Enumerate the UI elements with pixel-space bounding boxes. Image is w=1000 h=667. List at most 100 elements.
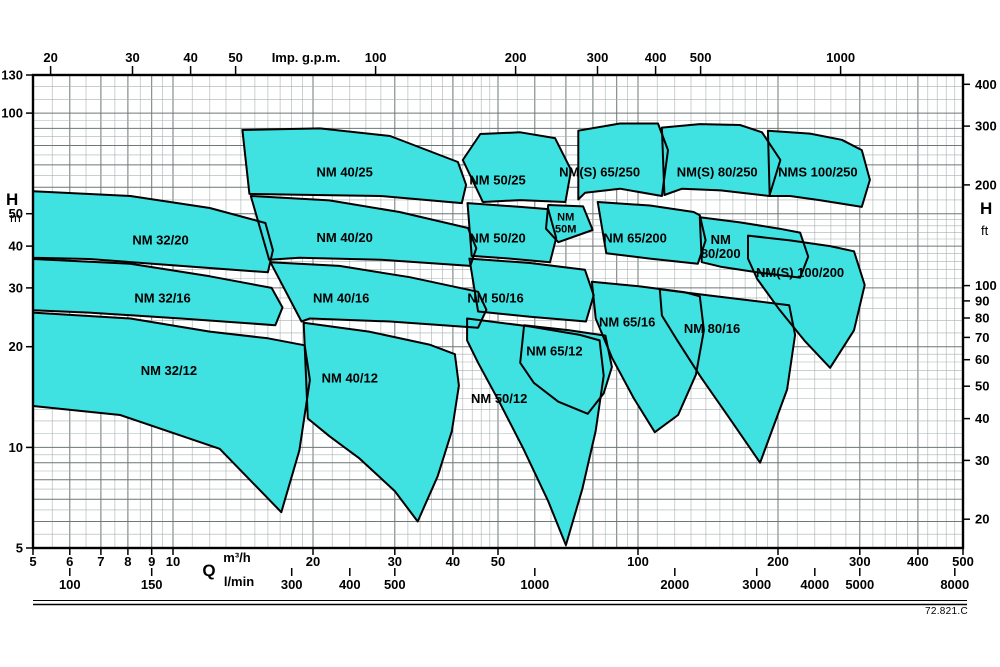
gpm-tick-label: 300 (587, 50, 609, 65)
region-nm-40-25 (242, 128, 467, 204)
lmin-tick-label: 1000 (520, 577, 549, 592)
m3h-tick-label: 8 (124, 554, 131, 569)
region-label-nm-65-12: NM 65/12 (526, 344, 582, 359)
region-outline-nm-40-25 (241, 127, 468, 205)
region-label-nm-40-16: NM 40/16 (313, 290, 369, 305)
h-ft-tick-label: 200 (975, 177, 997, 192)
lmin-tick-label: 8000 (940, 577, 969, 592)
region-nm-s-100-200 (748, 235, 865, 368)
regions-outline (32, 122, 871, 547)
region-nm-50-16 (469, 258, 594, 322)
lmin-tick-label: 2000 (660, 577, 689, 592)
region-nm-50-25 (462, 132, 572, 202)
gpm-tick-label: 1000 (826, 50, 855, 65)
h-m-tick-label: 20 (9, 339, 23, 354)
h-m-tick-label: 40 (9, 239, 23, 254)
region-outline-nm-s-80-250 (660, 123, 782, 197)
region-outline-nm-50-20 (466, 202, 558, 264)
region-outline-nm-40-12 (302, 321, 460, 523)
region-outline-nm-s-100-200 (747, 234, 866, 369)
region-nm-40-16 (270, 262, 487, 328)
h-m-tick-label: 30 (9, 280, 23, 295)
gpm-tick-label: 100 (365, 50, 387, 65)
left-axis: 130 100 50 40 30 20 10 5 Hm (1, 68, 33, 556)
head-unit-m: m (10, 210, 21, 225)
head-unit-ft: ft (981, 223, 989, 238)
region-label-nm-50-16: NM 50/16 (467, 290, 523, 305)
m3h-tick-label: 40 (446, 554, 460, 569)
region-nm-50m (546, 205, 593, 243)
region-outline-nm-65-12 (519, 324, 613, 415)
gpm-tick-label: 30 (125, 50, 139, 65)
region-label-nm-32-16: NM 32/16 (134, 290, 190, 305)
m3h-tick-label: 200 (767, 554, 789, 569)
imp-gpm-axis-title: Imp. g.p.m. (272, 50, 341, 65)
region-label-nm-40-12: NM 40/12 (322, 371, 378, 386)
region-nm-32-12 (33, 312, 310, 513)
m3h-tick-label: 30 (388, 554, 402, 569)
lmin-tick-label: 100 (59, 577, 81, 592)
h-m-tick-label: 100 (1, 106, 23, 121)
region-label-nm-s-65-250: NM(S) 65/250 (559, 165, 640, 180)
m3h-tick-label: 9 (148, 554, 155, 569)
lmin-tick-label: 5000 (845, 577, 874, 592)
region-nm-s-65-250 (578, 123, 668, 200)
region-label-nm-40-25: NM 40/25 (317, 165, 373, 180)
region-label-nm-32-20: NM 32/20 (132, 233, 188, 248)
h-ft-tick-label: 300 (975, 119, 997, 134)
h-m-tick-label: 10 (9, 440, 23, 455)
m3h-tick-label: 6 (66, 554, 73, 569)
region-outline-nm-s-65-250 (577, 122, 669, 201)
m3h-tick-label: 100 (627, 554, 649, 569)
region-nm-65-12 (520, 325, 612, 414)
m3h-tick-label: 500 (952, 554, 974, 569)
gpm-tick-label: 20 (43, 50, 57, 65)
m3h-tick-label: 20 (306, 554, 320, 569)
bottom-rule (33, 600, 967, 606)
bottom-axis: 5 6 7 8 9 10 20 30 40 50 100 200 300 400 500 100 150 300 4… (29, 548, 974, 592)
flow-symbol: Q (202, 561, 215, 580)
h-ft-tick-label: 400 (975, 77, 997, 92)
gpm-tick-label: 40 (183, 50, 197, 65)
region-nm-50-20 (467, 203, 557, 263)
m3h-tick-label: 10 (166, 554, 180, 569)
region-label-nm-50-20: NM 50/20 (469, 231, 525, 246)
lmin-tick-label: 150 (141, 577, 163, 592)
region-outline-nm-32-16 (32, 258, 284, 327)
region-nm-32-16 (33, 259, 283, 326)
head-symbol-left: H (6, 190, 18, 209)
h-m-tick-label: 130 (1, 68, 23, 83)
region-outline-nm-32-12 (32, 311, 311, 514)
gpm-tick-label: 400 (645, 50, 667, 65)
lmin-tick-label: 500 (384, 577, 406, 592)
region-label-nm-50-12: NM 50/12 (471, 391, 527, 406)
region-outline-nm-50-16 (468, 257, 595, 323)
h-ft-tick-label: 50 (975, 379, 989, 394)
region-outline-nm-65-200 (596, 201, 707, 265)
region-outline-nm-50-25 (461, 131, 573, 203)
region-nms-100-250 (767, 130, 870, 207)
h-ft-tick-label: 80 (975, 311, 989, 326)
h-ft-tick-label: 70 (975, 330, 989, 345)
h-ft-tick-label: 40 (975, 411, 989, 426)
gpm-tick-label: 500 (690, 50, 712, 65)
m3h-tick-label: 5 (29, 554, 36, 569)
region-outline-nms-100-250 (766, 129, 871, 208)
lmin-unit-label: l/min (224, 574, 254, 589)
region-nm-32-20 (33, 191, 273, 273)
m3h-tick-label: 50 (491, 554, 505, 569)
region-outline-nm-50-12 (466, 317, 605, 547)
h-m-tick-label: 5 (16, 541, 23, 556)
drawing-code: 72.821.C (925, 606, 968, 617)
region-label-nm-40-20: NM 40/20 (317, 230, 373, 245)
h-ft-tick-label: 30 (975, 453, 989, 468)
region-outline-nm-50m (545, 204, 594, 244)
region-label-nm-80-200: NM 80/200 (701, 232, 741, 261)
region-label-nm-s-80-250: NM(S) 80/250 (677, 165, 758, 180)
region-outline-nm-40-16 (269, 261, 488, 329)
region-nm-40-12 (303, 322, 459, 522)
region-label-nm-50-25: NM 50/25 (469, 172, 525, 187)
h-ft-tick-label: 100 (975, 278, 997, 293)
